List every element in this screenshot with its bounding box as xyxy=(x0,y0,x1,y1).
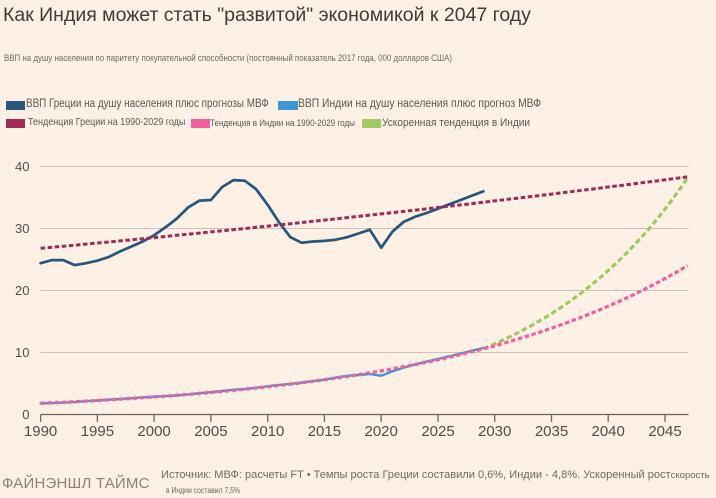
svg-text:2035: 2035 xyxy=(535,423,568,440)
svg-text:10: 10 xyxy=(15,345,29,360)
svg-text:40: 40 xyxy=(15,159,29,174)
svg-text:2010: 2010 xyxy=(251,423,284,440)
svg-text:2015: 2015 xyxy=(308,423,341,440)
svg-text:2020: 2020 xyxy=(365,423,398,440)
svg-text:20: 20 xyxy=(15,283,29,298)
svg-text:2030: 2030 xyxy=(478,423,511,440)
svg-text:2000: 2000 xyxy=(137,423,170,440)
svg-text:0: 0 xyxy=(22,407,29,422)
svg-text:2005: 2005 xyxy=(194,423,227,440)
svg-text:2025: 2025 xyxy=(421,423,454,440)
svg-text:2045: 2045 xyxy=(648,423,681,440)
svg-text:2040: 2040 xyxy=(592,423,625,440)
svg-text:1995: 1995 xyxy=(81,423,114,440)
svg-text:30: 30 xyxy=(15,221,29,236)
svg-text:1990: 1990 xyxy=(24,423,57,440)
